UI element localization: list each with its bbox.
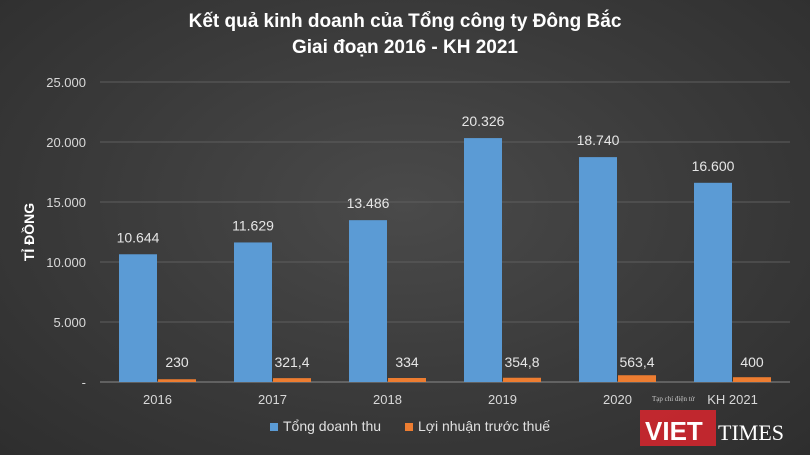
x-tick-label: 2020 — [603, 392, 632, 407]
x-tick-label: 2017 — [258, 392, 287, 407]
y-tick-label: 10.000 — [46, 255, 86, 270]
y-tick-label: 5.000 — [53, 315, 86, 330]
y-tick-label: 15.000 — [46, 195, 86, 210]
data-label-revenue: 11.629 — [232, 217, 274, 233]
legend-swatch — [270, 423, 278, 431]
data-labels: 10.644 230 11.629 321,4 13.486 334 20.326 354,8… — [117, 113, 764, 370]
x-tick-label: 2019 — [488, 392, 517, 407]
data-label-profit: 563,4 — [619, 354, 654, 370]
bars — [119, 138, 771, 382]
chart-title: Kết quả kinh doanh của Tổng công ty Đông… — [189, 10, 622, 58]
x-tick-label: 2018 — [373, 392, 402, 407]
data-label-revenue: 20.326 — [462, 113, 505, 129]
bar-profit — [618, 375, 656, 382]
legend: Tổng doanh thu Lợi nhuận trước thuế — [270, 418, 550, 434]
data-label-profit: 334 — [395, 354, 419, 370]
watermark-brand-right: TIMES — [718, 420, 784, 445]
gridlines — [100, 81, 790, 383]
bar-revenue — [119, 254, 157, 382]
watermark-brand-left: VIET — [645, 416, 703, 446]
legend-label: Tổng doanh thu — [283, 418, 381, 434]
data-label-profit: 400 — [740, 354, 764, 370]
chart-title-line-2: Giai đoạn 2016 - KH 2021 — [292, 37, 518, 58]
y-axis-label: TỈ ĐỒNG — [20, 203, 37, 261]
data-label-profit: 321,4 — [274, 354, 309, 370]
data-label-revenue: 13.486 — [347, 195, 390, 211]
bar-profit — [503, 377, 541, 382]
data-label-revenue: 16.600 — [692, 158, 735, 174]
watermark-caption: Tạp chí điện tử — [652, 395, 695, 403]
viettimes-watermark: Tạp chí điện tử VIET TIMES — [640, 395, 784, 446]
x-axis-ticks: 2016 2017 2018 2019 2020 KH 2021 — [143, 392, 758, 407]
bar-revenue — [234, 242, 272, 382]
bar-revenue — [579, 157, 617, 382]
data-label-revenue: 10.644 — [117, 229, 160, 245]
y-tick-label: 25.000 — [46, 75, 86, 90]
data-label-profit: 230 — [165, 354, 189, 370]
bar-revenue — [464, 138, 502, 382]
watermark-logo-box — [640, 410, 716, 446]
bar-profit — [388, 377, 426, 382]
x-tick-label: 2016 — [143, 392, 172, 407]
bar-revenue — [349, 220, 387, 382]
y-axis-ticks: - 5.000 10.000 15.000 20.000 25.000 — [46, 75, 86, 390]
bar-profit — [733, 377, 771, 382]
y-tick-label: - — [82, 375, 86, 390]
data-label-profit: 354,8 — [504, 354, 539, 370]
legend-label: Lợi nhuận trước thuế — [418, 418, 550, 434]
chart-title-line-1: Kết quả kinh doanh của Tổng công ty Đông… — [189, 10, 622, 32]
bar-revenue — [694, 182, 732, 382]
bar-profit — [158, 379, 196, 382]
x-tick-label: KH 2021 — [707, 392, 758, 407]
data-label-revenue: 18.740 — [577, 132, 620, 148]
bar-profit — [273, 378, 311, 382]
legend-swatch — [405, 423, 413, 431]
y-tick-label: 20.000 — [46, 135, 86, 150]
